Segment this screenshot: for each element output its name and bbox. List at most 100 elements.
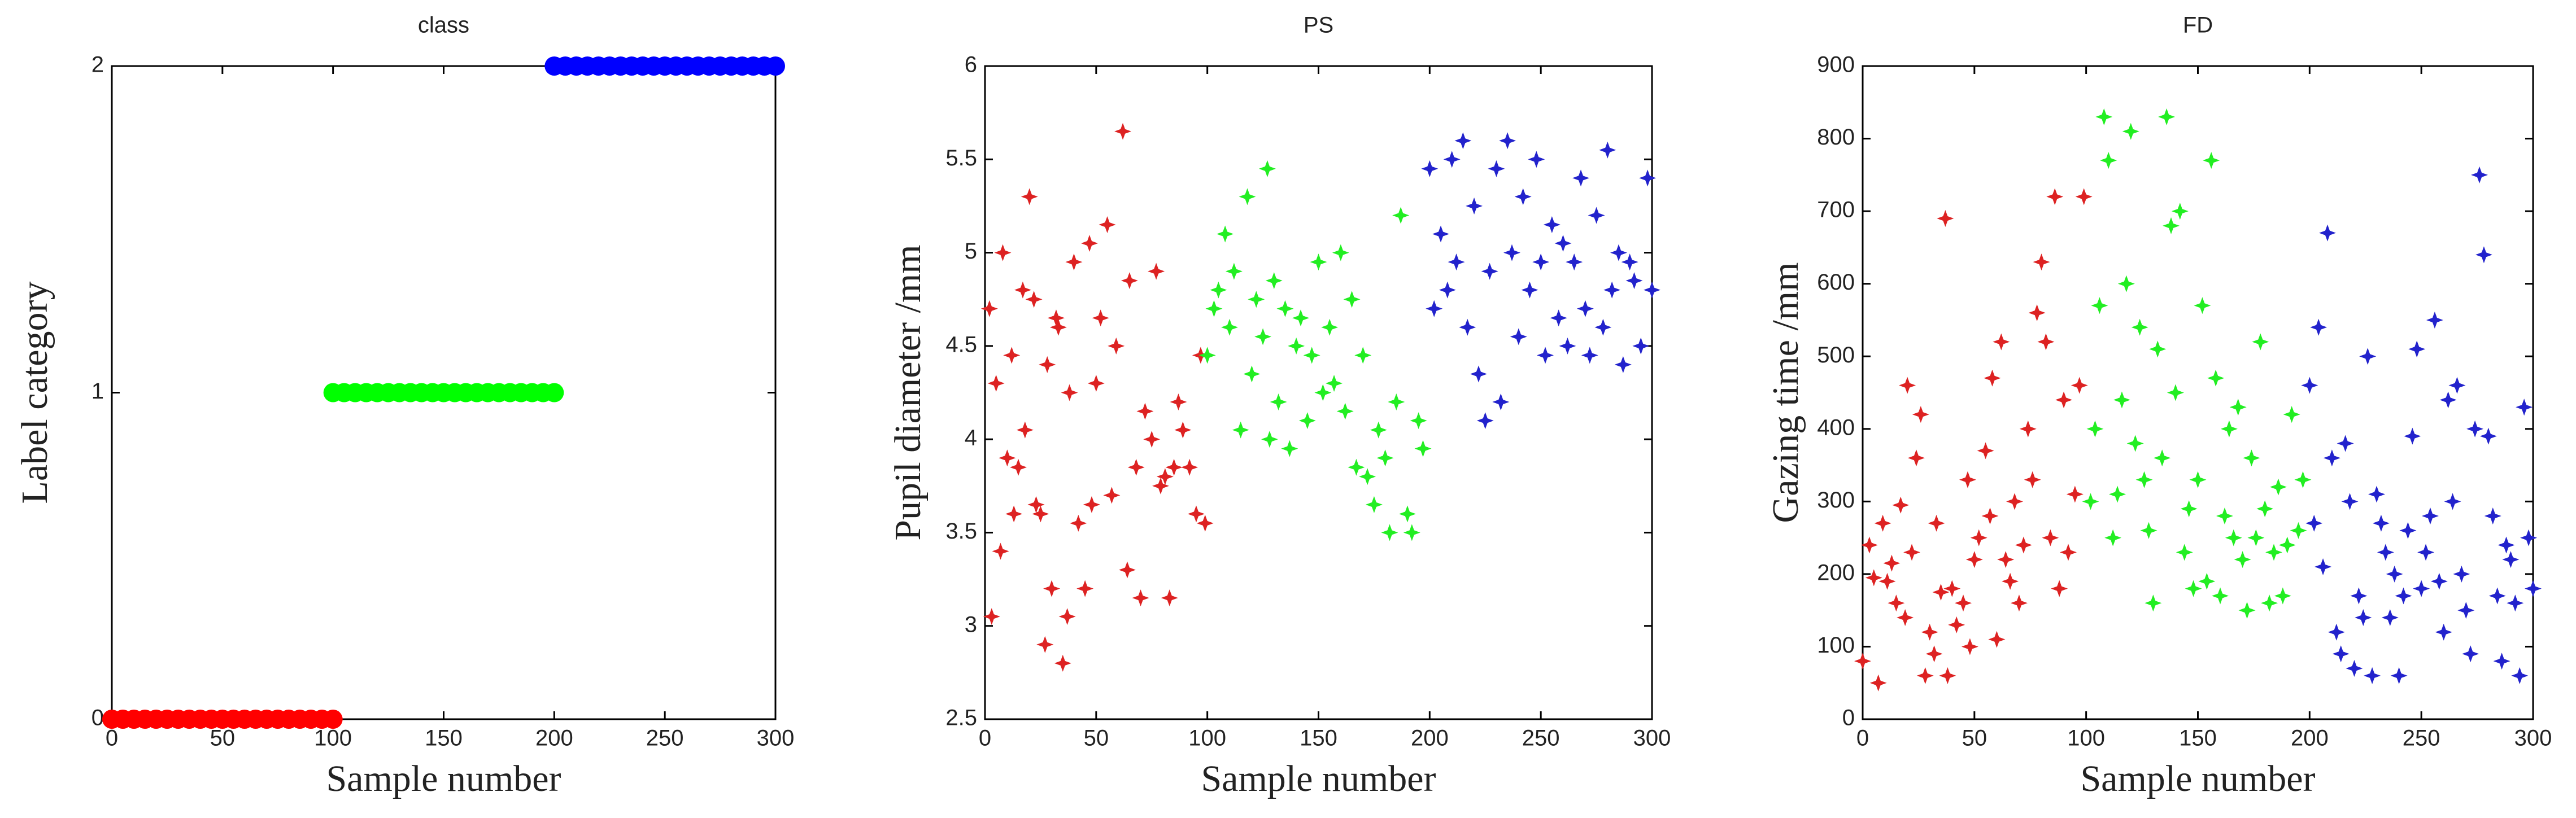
point bbox=[1559, 337, 1576, 355]
point bbox=[1510, 328, 1527, 345]
point bbox=[1087, 374, 1105, 392]
point bbox=[1948, 616, 1965, 633]
point bbox=[1061, 384, 1078, 401]
x-tick-label: 0 bbox=[106, 726, 118, 751]
point bbox=[1039, 356, 1056, 373]
point bbox=[2475, 246, 2492, 264]
point bbox=[2359, 348, 2377, 365]
point bbox=[2203, 152, 2220, 169]
point bbox=[2413, 580, 2430, 597]
point bbox=[1988, 631, 2006, 648]
point bbox=[1426, 300, 1443, 317]
point bbox=[2471, 166, 2488, 183]
point bbox=[2516, 399, 2533, 416]
y-tick-label: 4.5 bbox=[945, 332, 977, 357]
point bbox=[1099, 216, 1116, 233]
point bbox=[766, 56, 785, 76]
x-tick-label: 300 bbox=[2514, 726, 2552, 751]
point bbox=[1381, 524, 1398, 541]
point bbox=[1132, 589, 1149, 607]
y-tick-label: 3 bbox=[965, 612, 977, 637]
x-tick-label: 150 bbox=[425, 726, 463, 751]
point bbox=[2350, 587, 2368, 605]
point bbox=[2238, 602, 2256, 619]
point bbox=[2019, 420, 2037, 438]
point bbox=[2502, 551, 2520, 568]
point bbox=[1610, 244, 1627, 261]
point bbox=[2194, 297, 2211, 314]
plot-area bbox=[1862, 65, 2534, 720]
point bbox=[1955, 594, 1972, 612]
point bbox=[1114, 123, 1132, 140]
point bbox=[1243, 365, 1261, 383]
point bbox=[1354, 347, 1372, 364]
point bbox=[1448, 253, 1465, 271]
point bbox=[2234, 551, 2251, 568]
point bbox=[2104, 529, 2122, 546]
point bbox=[1270, 393, 1287, 411]
point bbox=[2315, 558, 2332, 576]
point bbox=[1174, 421, 1192, 439]
y-tick-label: 3.5 bbox=[945, 519, 977, 544]
point bbox=[1521, 281, 1538, 299]
point bbox=[1907, 449, 1925, 467]
point bbox=[2265, 544, 2283, 561]
point bbox=[1161, 589, 1178, 607]
point bbox=[1532, 253, 1550, 271]
point bbox=[2100, 152, 2117, 169]
x-tick-label: 250 bbox=[2403, 726, 2440, 751]
point bbox=[1108, 337, 1125, 355]
point bbox=[1388, 393, 1405, 411]
x-axis-label: Sample number bbox=[1201, 758, 1436, 799]
point bbox=[2185, 580, 2202, 597]
point bbox=[1343, 291, 1361, 308]
point bbox=[1261, 431, 1278, 448]
point bbox=[1170, 393, 1187, 411]
y-tick-label: 600 bbox=[1817, 270, 1855, 295]
point bbox=[1639, 169, 1657, 187]
point bbox=[2198, 572, 2216, 590]
point bbox=[2229, 399, 2247, 416]
point bbox=[2421, 508, 2439, 525]
point bbox=[1196, 514, 1214, 532]
point bbox=[1127, 458, 1145, 476]
point bbox=[1083, 496, 1100, 513]
point bbox=[2024, 471, 2041, 488]
point bbox=[2301, 377, 2318, 394]
point bbox=[2091, 297, 2108, 314]
point bbox=[2525, 580, 2542, 597]
point bbox=[1403, 524, 1420, 541]
point bbox=[1860, 536, 1878, 554]
point bbox=[1899, 377, 1916, 394]
point bbox=[1543, 216, 1561, 233]
point bbox=[1481, 263, 1498, 280]
point bbox=[1288, 337, 1305, 355]
y-tick-label: 700 bbox=[1817, 198, 1855, 222]
point bbox=[1625, 272, 1643, 290]
point bbox=[1892, 496, 1910, 514]
point bbox=[1276, 300, 1294, 317]
point bbox=[2448, 377, 2466, 394]
point bbox=[1878, 572, 1896, 590]
point bbox=[1254, 328, 1272, 345]
point bbox=[2408, 340, 2426, 358]
y-axis-label: Gazing time /mm bbox=[1765, 263, 1806, 523]
point bbox=[1118, 561, 1136, 579]
point bbox=[2386, 565, 2403, 583]
point bbox=[1937, 209, 1954, 227]
y-tick-label: 800 bbox=[1817, 125, 1855, 150]
point bbox=[1181, 458, 1198, 476]
point bbox=[2390, 667, 2408, 684]
point bbox=[1136, 403, 1154, 420]
point bbox=[1152, 477, 1169, 495]
point bbox=[2294, 471, 2312, 488]
point bbox=[1997, 551, 2015, 568]
point bbox=[2332, 645, 2350, 663]
point bbox=[2444, 493, 2461, 510]
point bbox=[2426, 311, 2443, 329]
x-tick-label: 100 bbox=[314, 726, 352, 751]
y-tick-label: 5.5 bbox=[945, 146, 977, 170]
point bbox=[1537, 347, 1554, 364]
y-tick-label: 5 bbox=[965, 239, 977, 264]
